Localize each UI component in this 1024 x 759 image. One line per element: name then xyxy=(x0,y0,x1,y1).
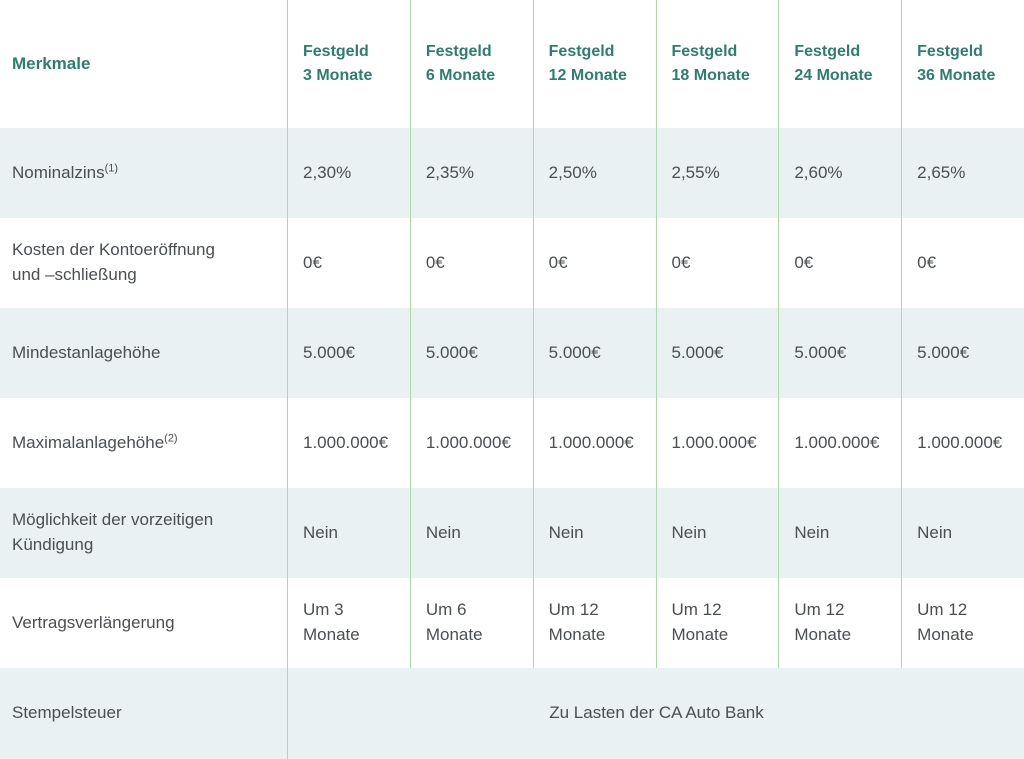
value-cell: 2,60% xyxy=(778,128,901,218)
table-row-stempelsteuer: Stempelsteuer Zu Lasten der CA Auto Bank xyxy=(0,668,1024,759)
row-label-cell: Kosten der Kontoeröffnung und –schließung xyxy=(0,218,287,308)
value-cell: 2,55% xyxy=(655,128,779,218)
value-cell: Um 12 Monate xyxy=(778,578,901,668)
row-label: Vertragsverlängerung xyxy=(12,612,175,632)
footnote-marker: (2) xyxy=(164,432,178,445)
row-label-cell: Nominalzins(1) xyxy=(0,128,287,218)
value-cell: 1.000.000€ xyxy=(778,398,901,488)
column-header-product: Festgeld xyxy=(917,43,983,60)
column-header-term: 6 Monate xyxy=(425,67,496,84)
value-cell: Nein xyxy=(532,488,656,578)
row-label: Kosten der Kontoeröffnung xyxy=(12,240,215,260)
column-header-term: 36 Monate xyxy=(917,67,996,84)
value-cell: 2,65% xyxy=(901,128,1024,218)
column-header-festgeld-18: Festgeld 18 Monate xyxy=(655,0,779,128)
value-cell: 1.000.000€ xyxy=(655,398,779,488)
value-cell: Um 3 Monate xyxy=(287,578,410,668)
column-header-term: 12 Monate xyxy=(548,67,627,84)
row-label-cell: Maximalanlagehöhe(2) xyxy=(0,398,287,488)
value-cell: Um 6 Monate xyxy=(409,578,533,668)
table-row-nominalzins: Nominalzins(1) 2,30% 2,35% 2,50% 2,55% 2… xyxy=(0,128,1024,218)
table-row-mindestanlage: Mindestanlagehöhe 5.000€ 5.000€ 5.000€ 5… xyxy=(0,308,1024,398)
value-cell: 1.000.000€ xyxy=(901,398,1024,488)
table-row-kosten: Kosten der Kontoeröffnung und –schließung… xyxy=(0,218,1024,308)
footnote-marker: (1) xyxy=(104,162,119,175)
row-label: Nominalzins xyxy=(12,162,105,182)
row-label-cell: Stempelsteuer xyxy=(0,668,287,759)
table-row-vertragsverlaengerung: Vertragsverlängerung Um 3 Monate Um 6 Mo… xyxy=(0,578,1024,668)
column-header-product: Festgeld xyxy=(548,43,615,60)
value-cell: 2,30% xyxy=(287,128,410,218)
column-header-term: 3 Monate xyxy=(303,67,373,84)
column-header-festgeld-24: Festgeld 24 Monate xyxy=(778,0,901,128)
value-cell: 1.000.000€ xyxy=(409,398,533,488)
value-cell: Um 12 Monate xyxy=(532,578,656,668)
column-header-product: Festgeld xyxy=(794,43,861,60)
value-cell: 0€ xyxy=(409,218,533,308)
merged-value: Zu Lasten der CA Auto Bank xyxy=(549,703,764,723)
column-header-festgeld-36: Festgeld 36 Monate xyxy=(901,0,1024,128)
value-cell: 5.000€ xyxy=(409,308,533,398)
value-cell: 2,35% xyxy=(409,128,533,218)
table-header-row: Merkmale Festgeld 3 Monate Festgeld 6 Mo… xyxy=(0,0,1024,128)
value-cell: 1.000.000€ xyxy=(532,398,656,488)
merged-value-cell: Zu Lasten der CA Auto Bank xyxy=(287,668,1024,759)
table-row-kuendigung: Möglichkeit der vorzeitigen Kündigung Nei… xyxy=(0,488,1024,578)
value-cell: Nein xyxy=(409,488,533,578)
row-label-cell: Möglichkeit der vorzeitigen Kündigung xyxy=(0,488,287,578)
column-header-term: 18 Monate xyxy=(671,67,750,84)
row-label: Möglichkeit der vorzeitigen xyxy=(12,510,214,530)
row-label-line2: Kündigung xyxy=(12,535,94,554)
value-cell: 5.000€ xyxy=(532,308,656,398)
value-cell: Nein xyxy=(778,488,901,578)
value-cell: 5.000€ xyxy=(901,308,1024,398)
value-cell: 0€ xyxy=(655,218,779,308)
column-header-product: Festgeld xyxy=(671,43,738,60)
value-cell: 0€ xyxy=(778,218,901,308)
column-header-festgeld-12: Festgeld 12 Monate xyxy=(532,0,656,128)
column-header-product: Festgeld xyxy=(425,43,492,60)
table-title: Merkmale xyxy=(12,53,91,73)
value-cell: 0€ xyxy=(901,218,1024,308)
value-cell: Um 12 Monate xyxy=(655,578,779,668)
value-cell: 0€ xyxy=(287,218,410,308)
header-label-cell: Merkmale xyxy=(0,0,287,128)
value-cell: 5.000€ xyxy=(655,308,779,398)
value-cell: Nein xyxy=(287,488,410,578)
value-cell: Nein xyxy=(655,488,779,578)
value-cell: 1.000.000€ xyxy=(287,398,410,488)
value-cell: Nein xyxy=(901,488,1024,578)
value-cell: 5.000€ xyxy=(287,308,410,398)
column-header-product: Festgeld xyxy=(303,43,369,60)
row-label-cell: Vertragsverlängerung xyxy=(0,578,287,668)
column-header-festgeld-3: Festgeld 3 Monate xyxy=(287,0,410,128)
value-cell: 2,50% xyxy=(532,128,656,218)
column-header-festgeld-6: Festgeld 6 Monate xyxy=(409,0,533,128)
row-label-line2: und –schließung xyxy=(12,265,137,284)
row-label: Mindestanlagehöhe xyxy=(12,342,161,362)
table-row-maximalanlage: Maximalanlagehöhe(2) 1.000.000€ 1.000.00… xyxy=(0,398,1024,488)
row-label: Maximalanlagehöhe xyxy=(12,432,165,452)
value-cell: Um 12 Monate xyxy=(901,578,1024,668)
value-cell: 0€ xyxy=(532,218,656,308)
row-label-cell: Mindestanlagehöhe xyxy=(0,308,287,398)
row-label: Stempelsteuer xyxy=(12,703,122,723)
column-header-term: 24 Monate xyxy=(794,67,873,84)
value-cell: 5.000€ xyxy=(778,308,901,398)
